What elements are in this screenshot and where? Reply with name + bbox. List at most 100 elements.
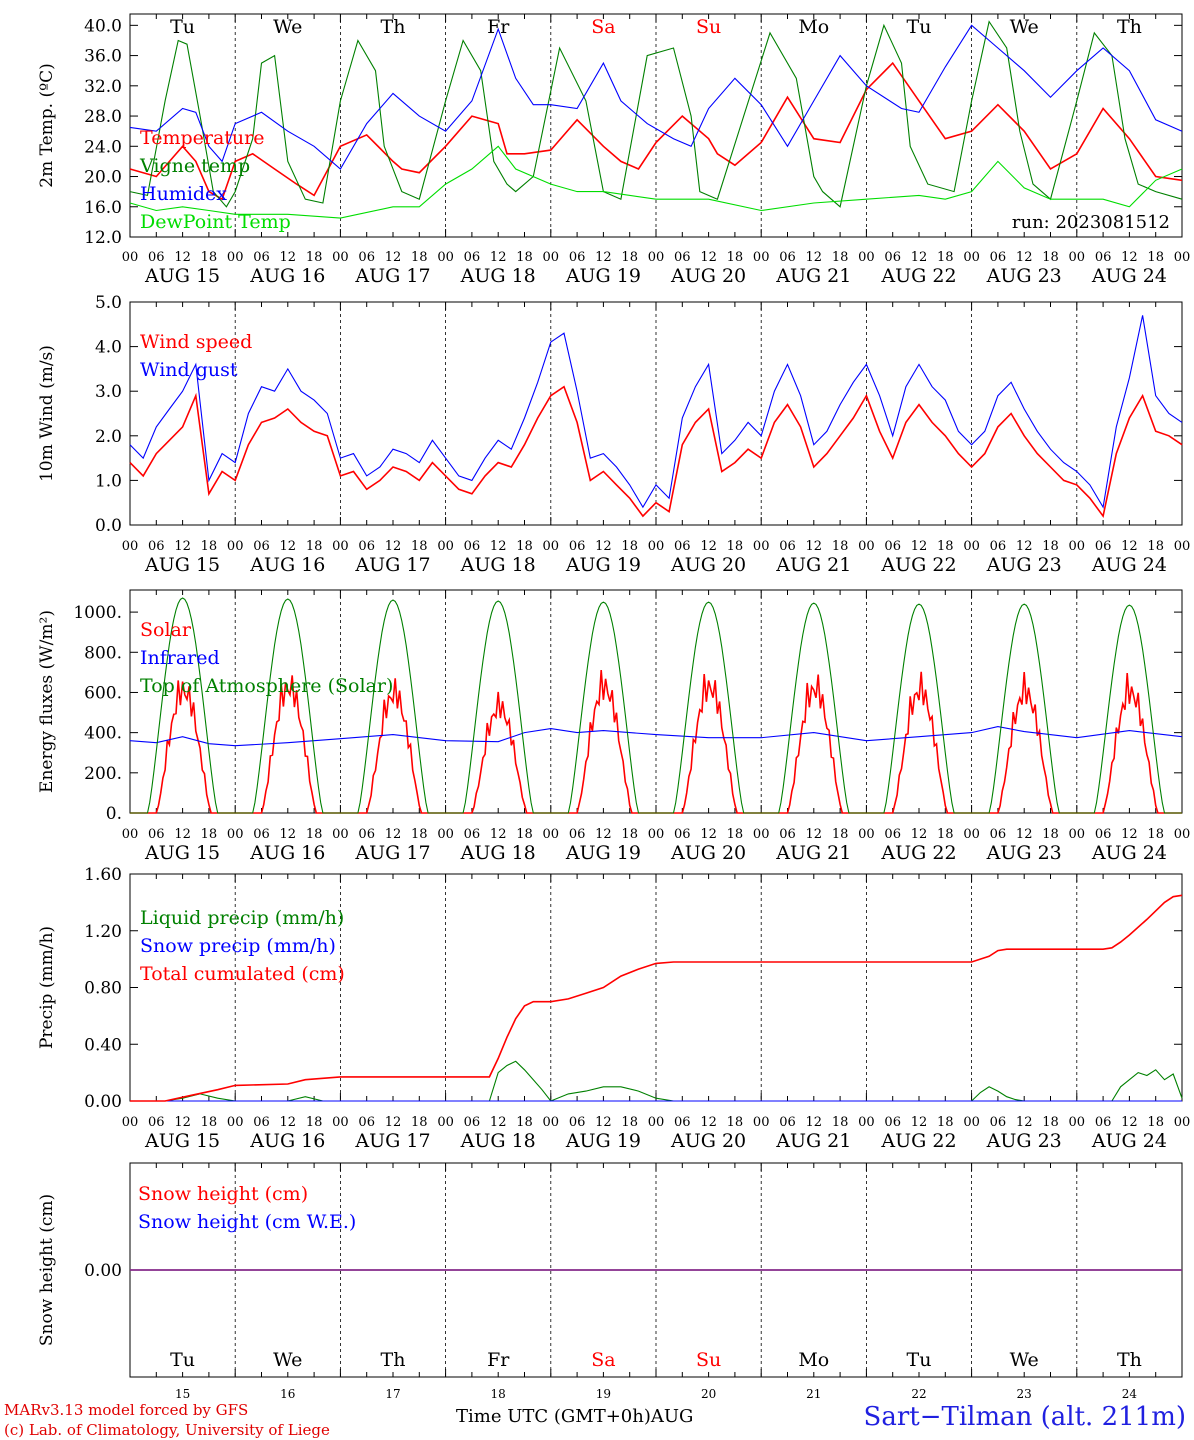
date-label: AUG 20	[670, 1130, 746, 1152]
hour-label: 18	[516, 827, 533, 842]
hour-label: 12	[280, 539, 297, 554]
hour-label: 00	[227, 827, 244, 842]
date-label: AUG 18	[460, 554, 536, 576]
hour-label: 06	[884, 827, 901, 842]
hour-label: 12	[1016, 827, 1033, 842]
y-tick-label: 1.60	[84, 865, 122, 885]
hour-label: 18	[1042, 827, 1059, 842]
series-line-top-of-atmosphere-solar-	[130, 597, 1182, 814]
hour-label: 18	[516, 1115, 533, 1130]
hour-label: 12	[806, 1115, 823, 1130]
date-label: AUG 20	[670, 842, 746, 864]
date-label: AUG 23	[986, 265, 1062, 287]
hour-label: 18	[832, 827, 849, 842]
hour-label: 00	[1069, 827, 1086, 842]
hour-label: 00	[122, 1115, 139, 1130]
y-tick-label: 16.0	[84, 198, 122, 218]
hour-label: 12	[174, 827, 191, 842]
hour-label: 06	[569, 827, 586, 842]
date-label: AUG 22	[880, 265, 956, 287]
hour-label: 00	[1174, 539, 1191, 554]
hour-label: 00	[332, 827, 349, 842]
hour-label: 12	[911, 539, 928, 554]
y-tick-label: 200.	[84, 764, 122, 784]
y-tick-label: 0.	[106, 804, 122, 824]
day-name-top: Mo	[798, 16, 829, 38]
y-axis-label: Energy fluxes (W/m²)	[37, 610, 57, 793]
hour-label: 12	[595, 539, 612, 554]
y-tick-label: 2.0	[95, 427, 122, 447]
date-label: AUG 21	[775, 1130, 851, 1152]
hour-label: 00	[1174, 827, 1191, 842]
hour-label: 00	[1069, 250, 1086, 265]
hour-label: 18	[411, 1115, 428, 1130]
hour-label: 06	[884, 250, 901, 265]
legend-entry: Snow height (cm W.E.)	[138, 1211, 356, 1233]
hour-label: 18	[201, 827, 218, 842]
hour-label: 12	[1016, 539, 1033, 554]
hour-label: 06	[884, 1115, 901, 1130]
station-name: Sart−Tilman (alt. 211m)	[863, 1402, 1186, 1432]
day-name-top: We	[1010, 16, 1039, 38]
date-label: AUG 16	[249, 1130, 325, 1152]
day-name-bottom: Tu	[907, 1349, 932, 1371]
day-name-top: Tu	[907, 16, 932, 38]
plot-frame	[129, 589, 1183, 814]
hour-label: 00	[963, 539, 980, 554]
series-line-wind-gust	[129, 315, 1183, 509]
hour-label: 12	[911, 250, 928, 265]
hour-label: 12	[911, 1115, 928, 1130]
panel-energy: 0. 200. 400. 600. 800. 1000. Energy fluxes (W/…	[37, 589, 1191, 864]
y-tick-label: 0.00	[84, 1261, 122, 1281]
y-tick-label: 400.	[84, 724, 122, 744]
y-axis-label: Precip (mm/h)	[37, 926, 57, 1049]
hour-label: 18	[621, 1115, 638, 1130]
hour-label: 06	[1095, 827, 1112, 842]
hour-label: 06	[358, 250, 375, 265]
date-label: AUG 21	[775, 265, 851, 287]
hour-label: 12	[280, 250, 297, 265]
day-number: 22	[911, 1387, 926, 1401]
date-label: AUG 17	[354, 265, 430, 287]
day-name-bottom: Su	[696, 1349, 721, 1371]
hour-label: 18	[621, 250, 638, 265]
y-tick-label: 5.0	[95, 293, 122, 313]
day-name-top: Su	[696, 16, 721, 38]
hour-label: 18	[411, 827, 428, 842]
date-label: AUG 24	[1091, 842, 1167, 864]
hour-label: 06	[148, 1115, 165, 1130]
hour-label: 18	[937, 250, 954, 265]
hour-label: 00	[543, 827, 560, 842]
day-name-top: Th	[381, 16, 406, 38]
hour-label: 12	[1016, 1115, 1033, 1130]
series-line-total-cumulated-cm-	[130, 894, 1183, 1102]
y-tick-label: 36.0	[84, 47, 122, 67]
date-label: AUG 20	[670, 554, 746, 576]
hour-label: 18	[1042, 250, 1059, 265]
hour-label: 06	[1095, 539, 1112, 554]
hour-label: 00	[858, 827, 875, 842]
hour-label: 00	[858, 250, 875, 265]
hour-label: 00	[963, 250, 980, 265]
y-tick-label: 1.20	[84, 922, 122, 942]
hour-label: 12	[1121, 827, 1138, 842]
y-tick-label: 0.40	[84, 1035, 122, 1055]
date-label: AUG 17	[354, 1130, 430, 1152]
hour-label: 06	[253, 539, 270, 554]
legend-entry: Total cumulated (cm)	[140, 963, 345, 985]
date-label: AUG 20	[670, 265, 746, 287]
hour-label: 06	[674, 539, 691, 554]
hour-label: 06	[464, 539, 481, 554]
hour-label: 18	[516, 250, 533, 265]
day-name-top: Sa	[591, 16, 615, 38]
hour-label: 18	[727, 827, 744, 842]
hour-label: 06	[358, 1115, 375, 1130]
date-label: AUG 18	[460, 265, 536, 287]
y-tick-label: 28.0	[84, 107, 122, 127]
hour-label: 12	[490, 539, 507, 554]
date-label: AUG 18	[460, 1130, 536, 1152]
y-tick-label: 1000.	[73, 603, 122, 623]
y-tick-label: 0.00	[84, 1092, 122, 1112]
hour-label: 06	[990, 827, 1007, 842]
hour-label: 00	[122, 827, 139, 842]
